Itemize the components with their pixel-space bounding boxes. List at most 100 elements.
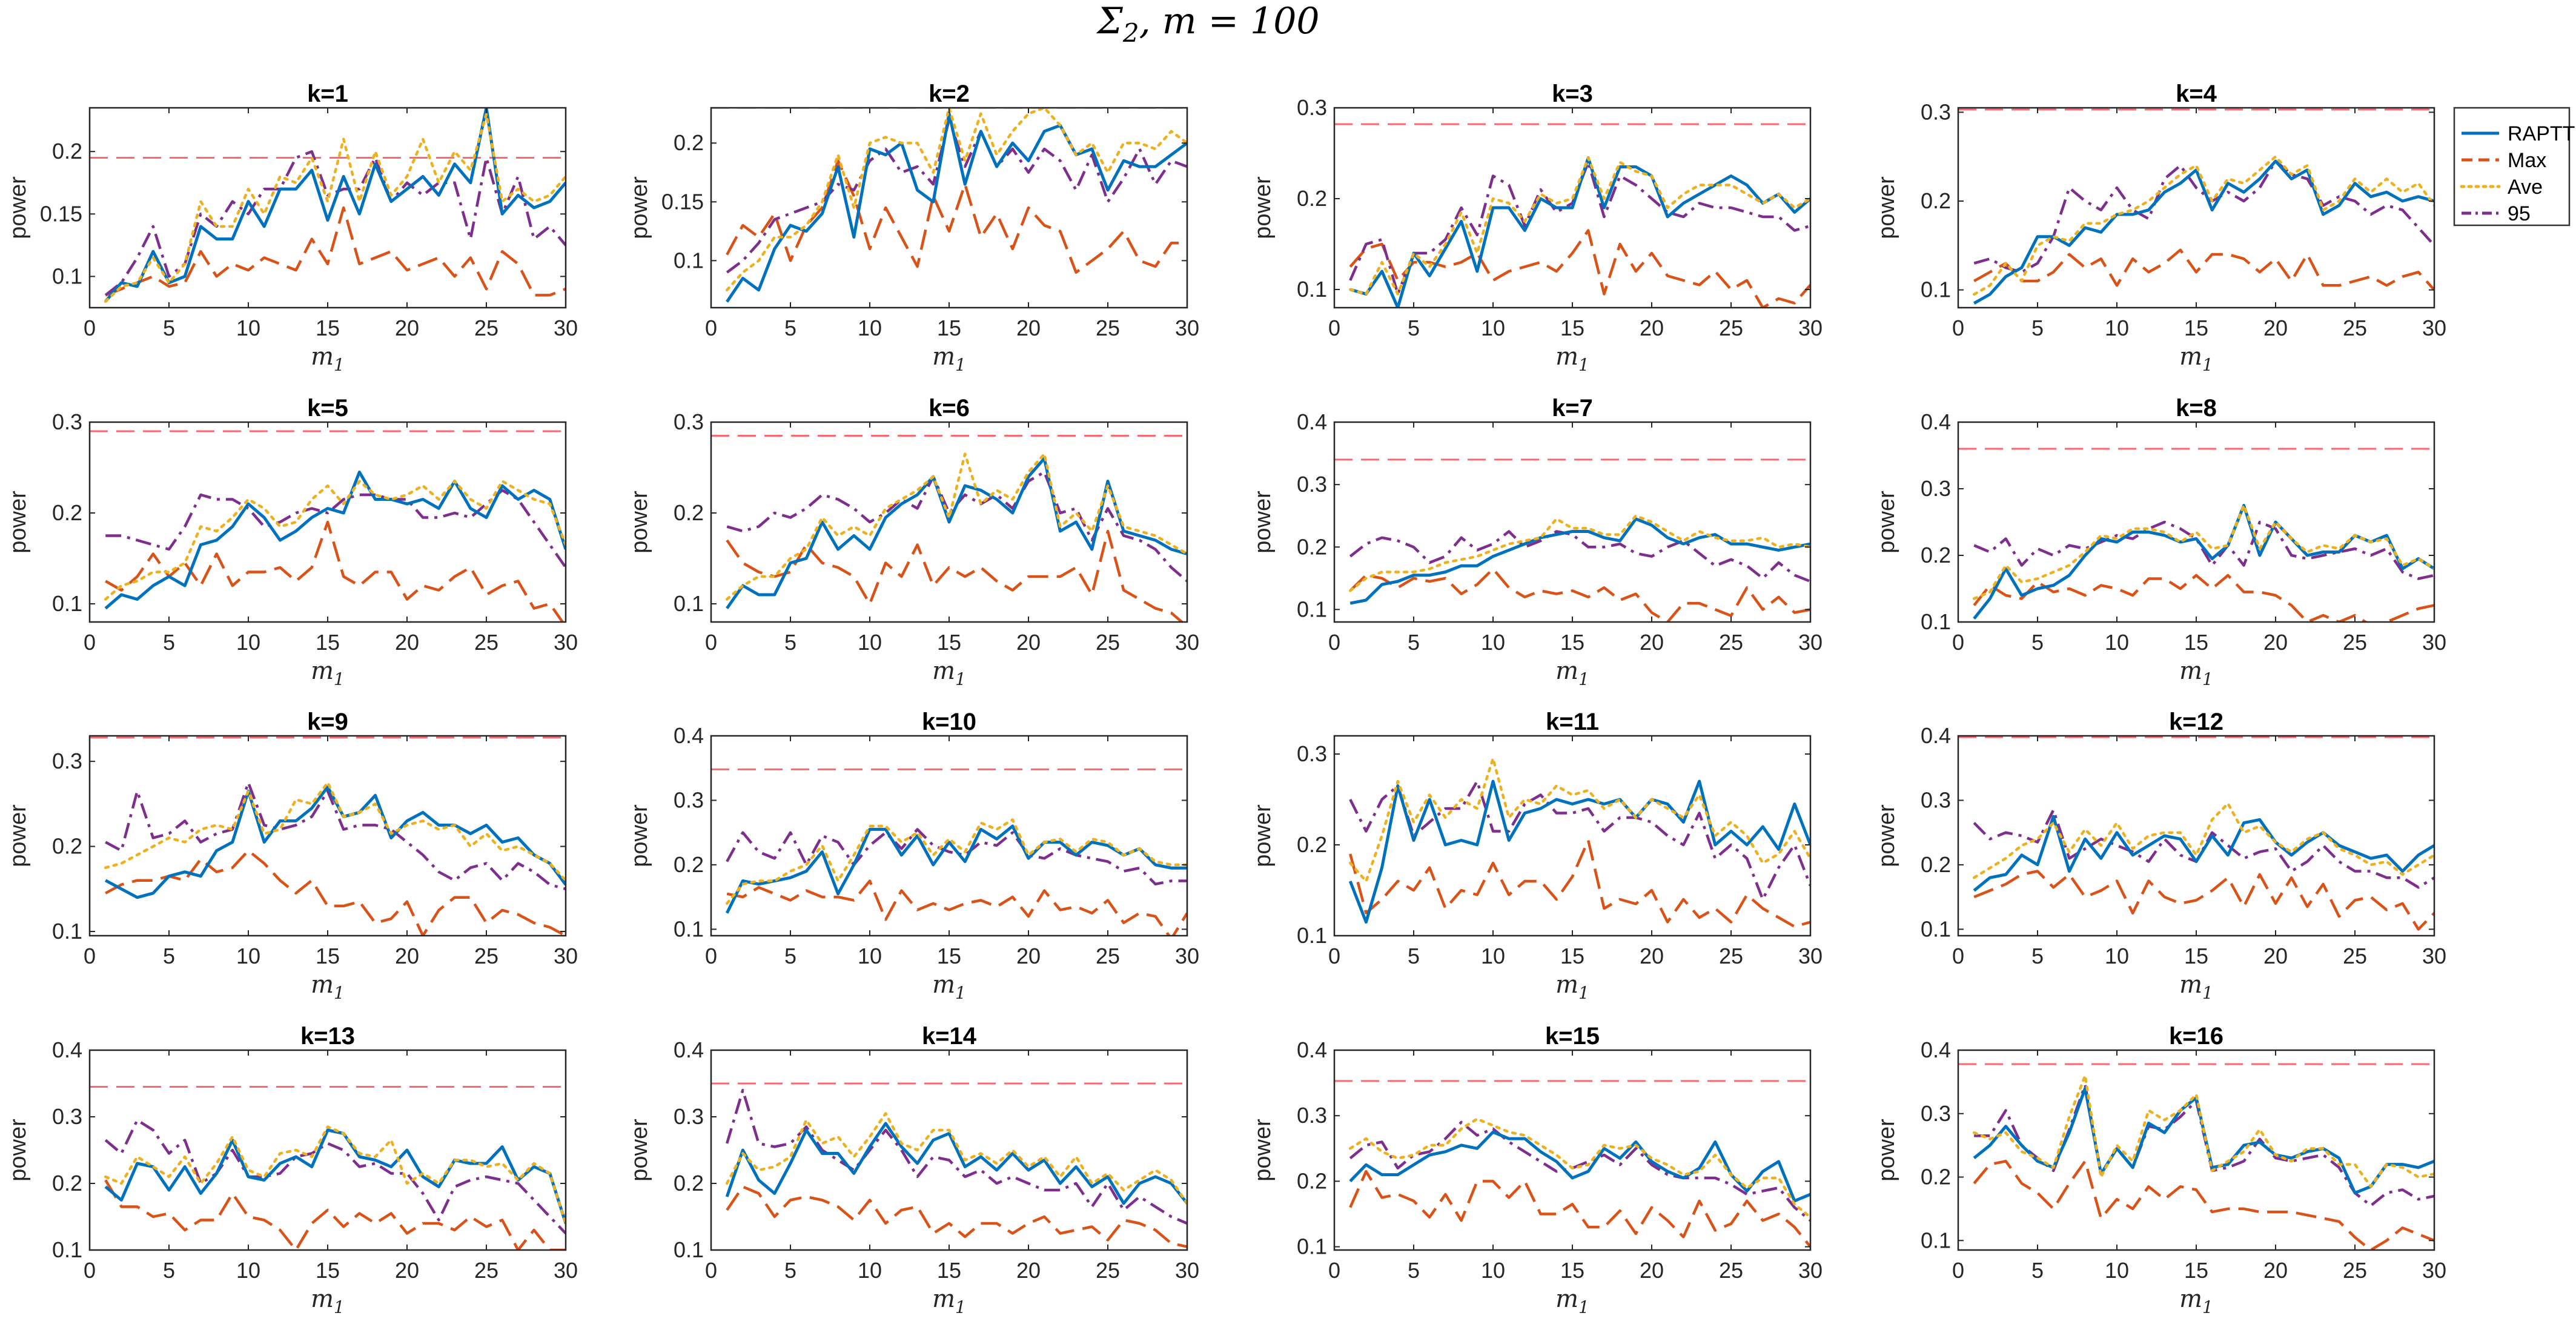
x-tick-label: 30 (1175, 944, 1199, 968)
figure-title-subscript: 2 (1122, 18, 1139, 48)
y-tick-label: 0.3 (1921, 1101, 1951, 1126)
x-tick-label: 0 (1328, 944, 1340, 968)
x-axis-label: m1 (1555, 1285, 1589, 1317)
x-axis-label: m1 (2179, 1285, 2213, 1317)
plot-area (90, 108, 566, 308)
y-tick-label: 0.4 (1921, 1037, 1951, 1062)
x-axis-label: m1 (1555, 343, 1589, 375)
y-tick-label: 0.2 (52, 1171, 82, 1196)
y-tick-label: 0.1 (52, 263, 82, 288)
plot-area (1958, 1050, 2434, 1250)
x-axis-label-sub: 1 (1578, 355, 1589, 375)
x-tick-label: 30 (2422, 944, 2446, 968)
series-line-max (105, 206, 566, 297)
y-tick-label: 0.2 (1921, 188, 1951, 213)
figure-title-symbol: Σ (1096, 0, 1123, 42)
series-line-ave (104, 781, 566, 882)
panel-2: k=2 0 5 10 15 20 25 30 0.1 0.15 0.2 power m1 (627, 81, 1199, 375)
x-tick-label: 25 (2343, 630, 2367, 655)
x-tick-label: 5 (1408, 944, 1420, 968)
x-tick-label: 15 (316, 1258, 340, 1283)
x-tick-label: 0 (1952, 944, 1964, 968)
series-line-max (1973, 574, 2434, 622)
legend-label-ave: Ave (2508, 176, 2543, 199)
panel-12: k=12 0 5 10 15 20 25 30 0.1 0.2 0.3 0.4 power m1 (1874, 709, 2446, 1003)
y-tick-label: 0.2 (1921, 543, 1951, 567)
panel-8: k=8 0 5 10 15 20 25 30 0.1 0.2 0.3 0.4 power m1 (1874, 395, 2446, 689)
series-line-raptt (1349, 156, 1810, 308)
y-tick-label: 0.4 (52, 1037, 82, 1062)
legend-box (2453, 107, 2571, 227)
x-axis-label: m1 (2179, 343, 2213, 375)
x-tick-label: 0 (1328, 316, 1340, 340)
x-tick-label: 0 (1952, 630, 1964, 655)
series-line-max (1973, 1160, 2434, 1250)
y-tick-label: 0.4 (1297, 409, 1327, 434)
y-tick-label: 0.3 (52, 1104, 82, 1129)
series-line-ave (104, 1125, 566, 1225)
series-line-95 (105, 781, 566, 890)
x-axis-label-main: m (2179, 1285, 2202, 1313)
x-tick-label: 30 (554, 1258, 578, 1283)
x-tick-label: 10 (2105, 630, 2129, 655)
series-line-95 (1973, 520, 2434, 580)
x-tick-label: 10 (2105, 944, 2129, 968)
series-line-ave (1348, 1117, 1810, 1219)
x-axis-label-main: m (1555, 343, 1578, 371)
x-tick-label: 5 (2031, 630, 2044, 655)
x-tick-label: 15 (937, 630, 961, 655)
x-axis-label-main: m (311, 971, 334, 999)
y-tick-label: 0.2 (52, 139, 82, 164)
y-tick-label: 0.2 (674, 1171, 704, 1196)
plot-area (711, 1050, 1187, 1250)
x-tick-label: 25 (474, 944, 498, 968)
x-tick-label: 20 (2263, 944, 2288, 968)
x-tick-label: 5 (784, 944, 796, 968)
x-tick-label: 30 (554, 316, 578, 340)
x-tick-label: 0 (705, 1258, 717, 1283)
series-line-raptt (725, 1122, 1187, 1205)
x-tick-label: 10 (858, 316, 882, 340)
x-tick-label: 0 (705, 944, 717, 968)
x-tick-label: 30 (1798, 316, 1823, 340)
y-tick-label: 0.1 (674, 916, 704, 941)
x-tick-label: 20 (1016, 630, 1041, 655)
panel-1: k=1 0 5 10 15 20 25 30 0.1 0.15 0.2 power m1 (5, 81, 578, 375)
plot-area (90, 736, 566, 936)
y-tick-label: 0.1 (1297, 923, 1327, 948)
panel-title: k=10 (922, 709, 976, 735)
x-tick-label: 5 (2031, 1258, 2044, 1283)
y-axis-label: power (1250, 491, 1276, 554)
x-tick-label: 15 (2184, 1258, 2208, 1283)
y-axis-label: power (1250, 176, 1276, 239)
x-tick-label: 15 (2184, 944, 2208, 968)
series-line-ave (104, 113, 566, 303)
series-line-max (726, 879, 1187, 936)
x-tick-label: 25 (2343, 944, 2367, 968)
x-axis-label-sub: 1 (1578, 1297, 1589, 1317)
x-tick-label: 5 (784, 1258, 796, 1283)
x-tick-label: 15 (316, 944, 340, 968)
x-axis-label-sub: 1 (334, 983, 345, 1003)
series-line-raptt (104, 471, 566, 610)
y-tick-label: 0.4 (1921, 409, 1951, 434)
series-line-raptt (1348, 779, 1810, 924)
x-tick-label: 15 (937, 316, 961, 340)
series-line-ave (725, 1112, 1187, 1205)
series-line-max (1973, 870, 2434, 931)
x-tick-label: 0 (1952, 1258, 1964, 1283)
x-tick-label: 30 (554, 944, 578, 968)
x-tick-label: 25 (474, 316, 498, 340)
x-tick-label: 30 (2422, 1258, 2446, 1283)
panel-5: k=5 0 5 10 15 20 25 30 0.1 0.2 0.3 power m1 (5, 395, 578, 689)
x-axis-label: m1 (932, 1285, 966, 1317)
series-line-95 (1349, 779, 1810, 901)
series-line-95 (104, 1119, 566, 1235)
x-tick-label: 25 (474, 1258, 498, 1283)
y-tick-label: 0.4 (674, 723, 704, 748)
x-axis-label: m1 (311, 343, 345, 375)
panel-14: k=14 0 5 10 15 20 25 30 0.1 0.2 0.3 0.4 power m1 (627, 1023, 1199, 1317)
y-axis-label: power (627, 491, 652, 554)
x-tick-label: 0 (84, 1258, 96, 1283)
y-tick-label: 0.2 (52, 834, 82, 859)
